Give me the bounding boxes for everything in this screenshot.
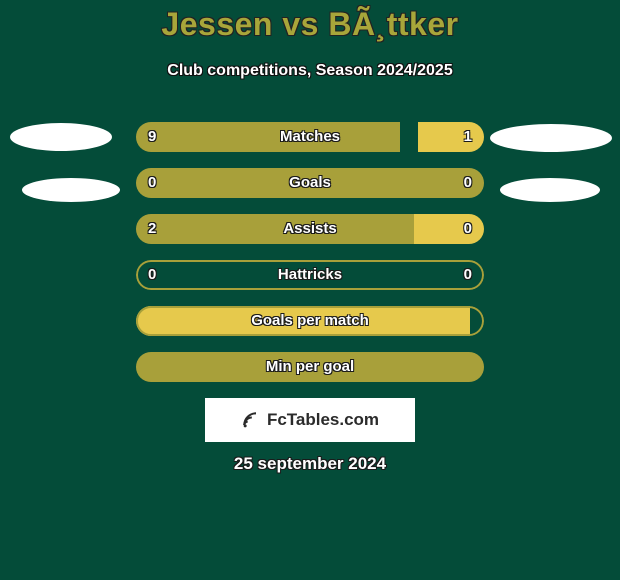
avatar-right-bottom xyxy=(500,178,600,202)
avatar-left-top xyxy=(10,123,112,151)
stat-label: Matches xyxy=(136,122,484,152)
stat-row: 00Hattricks xyxy=(136,260,484,290)
stat-label: Goals per match xyxy=(136,306,484,336)
stat-row: Min per goal xyxy=(136,352,484,382)
stat-label: Min per goal xyxy=(136,352,484,382)
stat-label: Assists xyxy=(136,214,484,244)
subtitle: Club competitions, Season 2024/2025 xyxy=(0,62,620,80)
avatar-left-bottom xyxy=(22,178,120,202)
avatar-right-top xyxy=(490,124,612,152)
player1-name: Jessen xyxy=(161,6,273,42)
logo-icon xyxy=(241,410,261,430)
stat-row: 20Assists xyxy=(136,214,484,244)
site-logo: FcTables.com xyxy=(205,398,415,442)
comparison-card: Jessen vs BÃ¸ttker Club competitions, Se… xyxy=(0,0,620,580)
stat-row: 91Matches xyxy=(136,122,484,152)
stat-row: Goals per match xyxy=(136,306,484,336)
stat-rows: 91Matches 00Goals 20Assists 00Hattricks Goal… xyxy=(136,122,484,398)
stat-label: Hattricks xyxy=(136,260,484,290)
stat-label: Goals xyxy=(136,168,484,198)
footer-date: 25 september 2024 xyxy=(0,454,620,474)
logo-text: FcTables.com xyxy=(267,410,379,430)
player2-name: BÃ¸ttker xyxy=(328,6,458,42)
page-title: Jessen vs BÃ¸ttker xyxy=(0,6,620,43)
vs-label: vs xyxy=(282,6,319,42)
stat-row: 00Goals xyxy=(136,168,484,198)
